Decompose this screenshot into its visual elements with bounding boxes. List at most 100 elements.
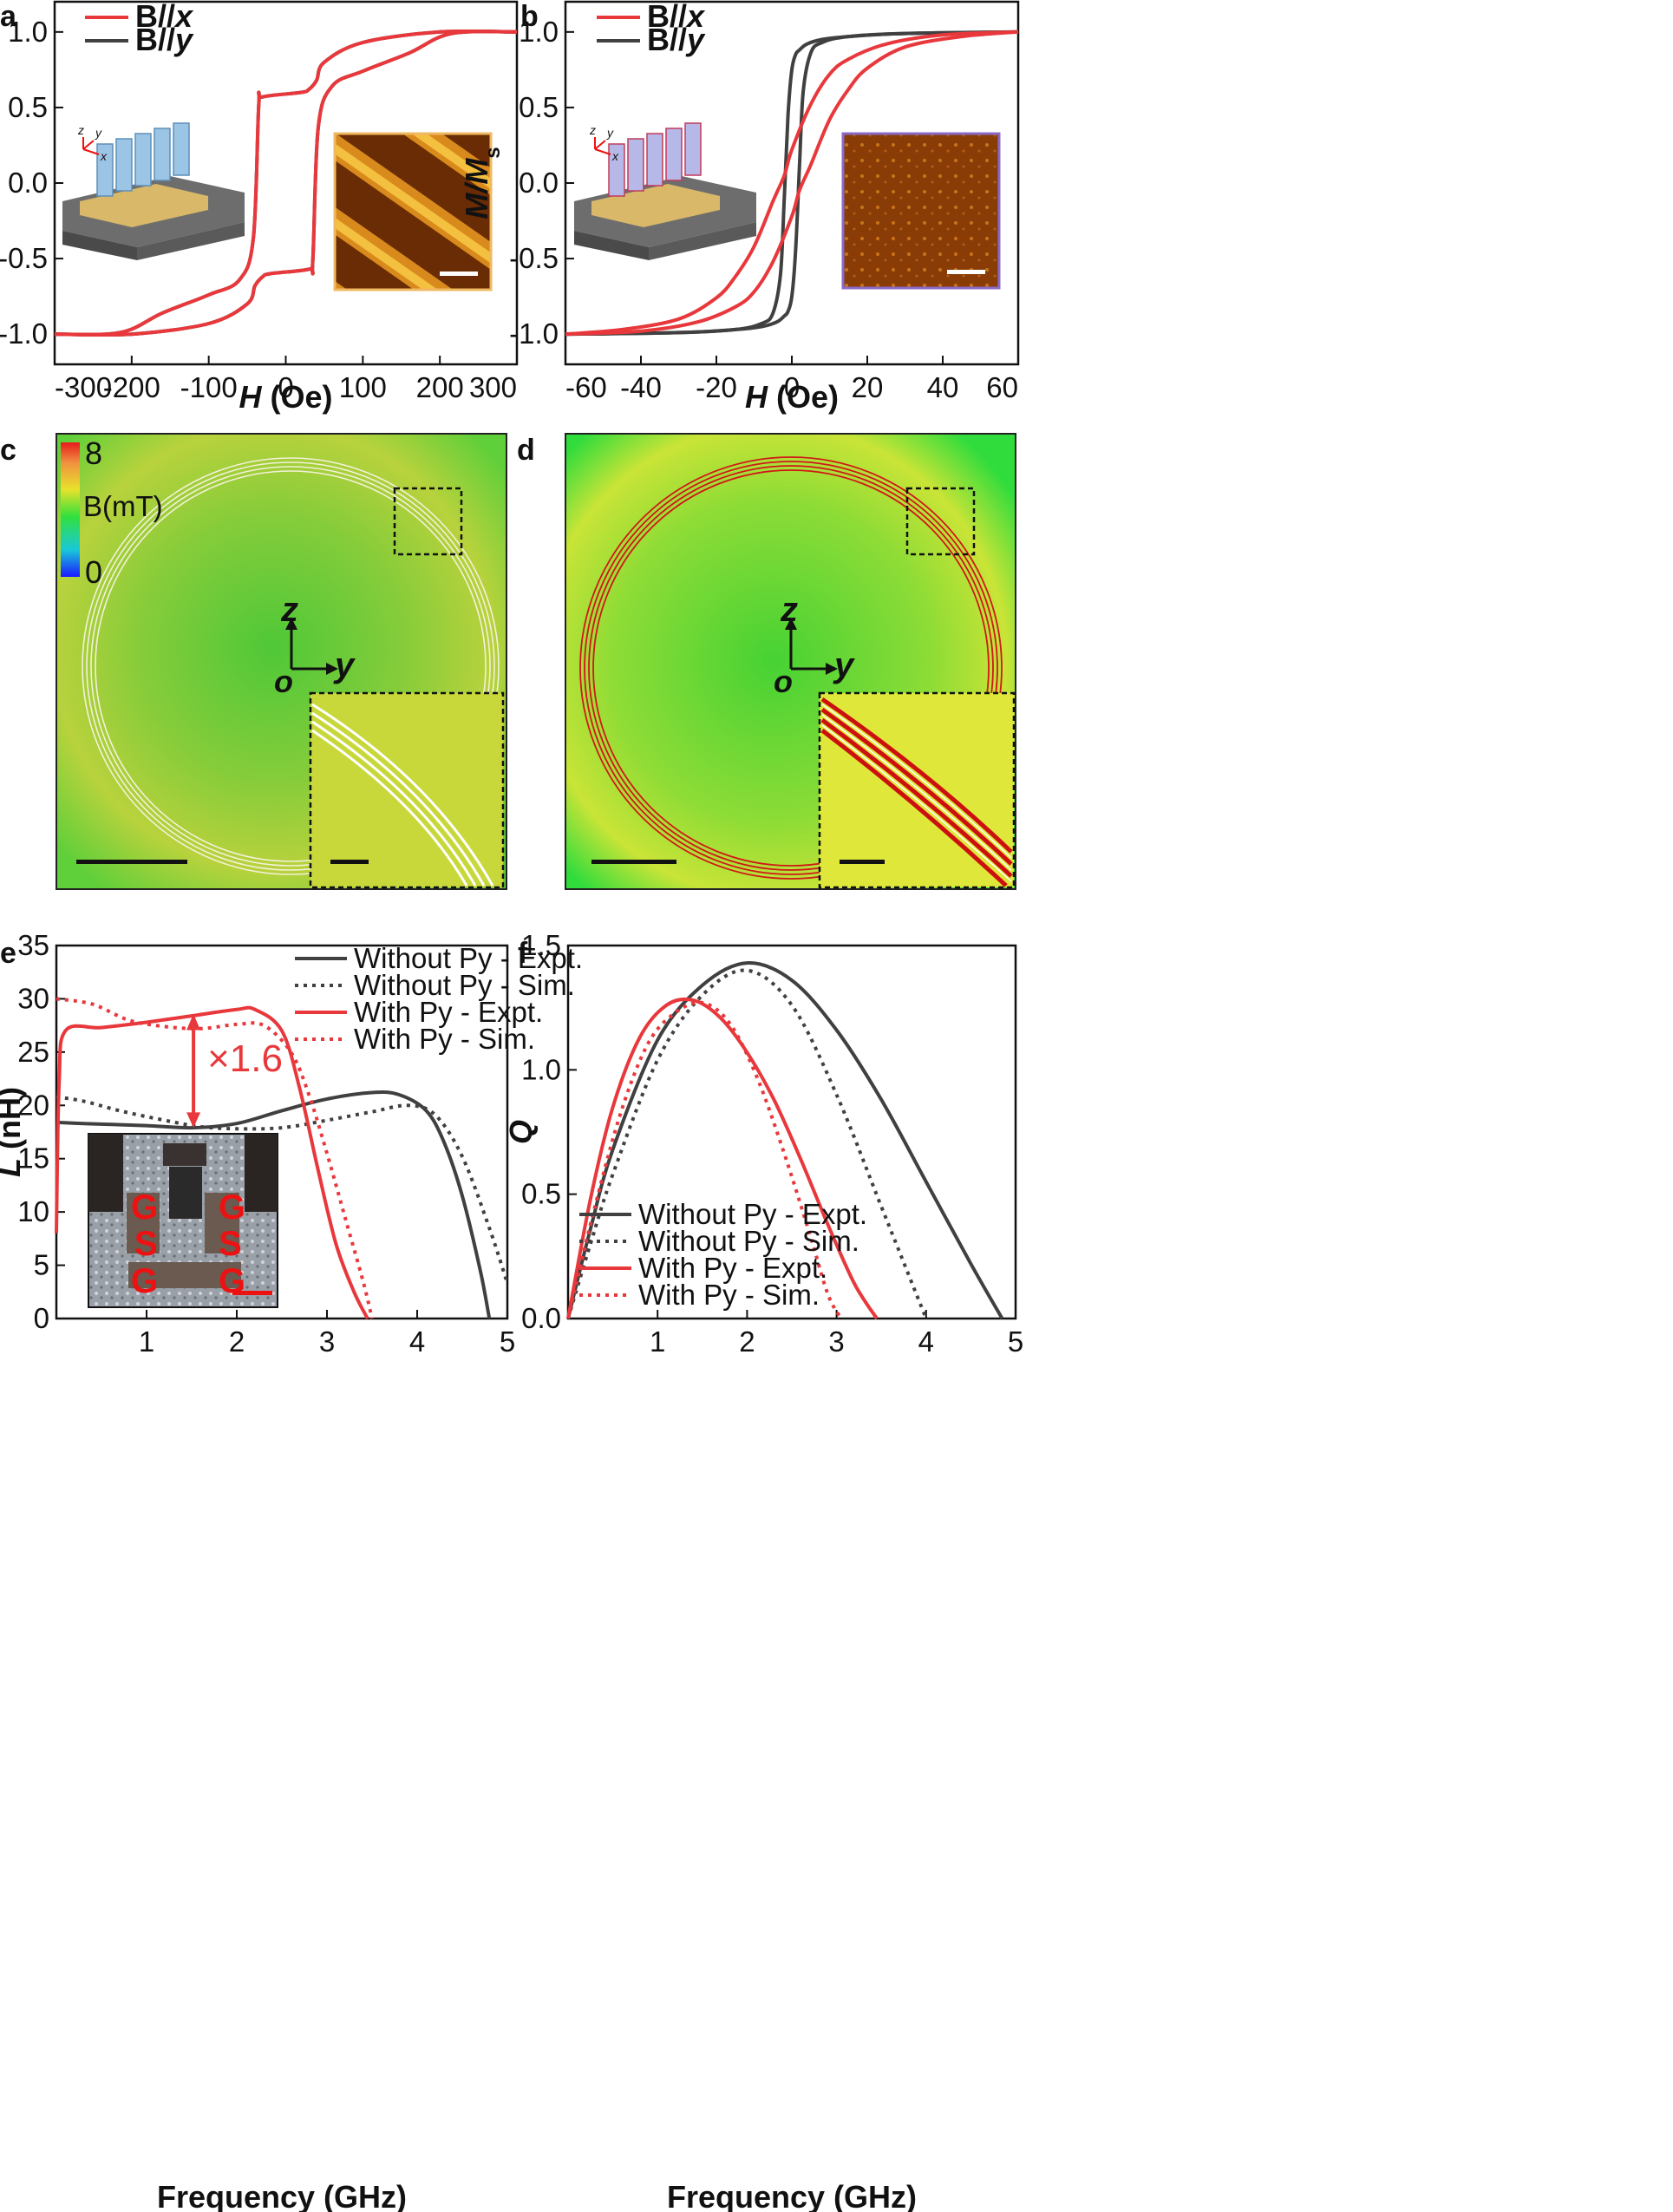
legend-label: Without Py - Sim. (638, 1225, 859, 1257)
x-tick-label: 5 (500, 1325, 515, 1358)
series-line (566, 1000, 843, 1320)
y-tick-label: 1.0 (8, 16, 48, 48)
y-tick-label: 1.0 (521, 1053, 561, 1085)
coil-rings-c (82, 457, 500, 875)
panel-letter-e: e (0, 937, 16, 970)
x-axis-label-var: H (239, 379, 262, 415)
y-axis-label-unit: (nH) (0, 1087, 27, 1158)
series-line (56, 1095, 509, 1285)
panel-d: d z y o (517, 433, 1016, 890)
y-tick-label: 0.5 (521, 1178, 561, 1210)
x-tick-label: 100 (339, 371, 387, 403)
legend-label: With Py - Sim. (354, 1023, 535, 1055)
ratio-arrowhead-top (186, 1013, 201, 1031)
axis-label-y: y (606, 126, 614, 140)
inset-terminal-label: G (219, 1188, 245, 1227)
coil-rings-d (579, 456, 1003, 880)
ratio-arrowhead-bottom (186, 1112, 201, 1129)
device-photo-inset (88, 1133, 278, 1308)
x-tick-label: -200 (103, 371, 160, 403)
x-axis-label: H (Oe) (239, 379, 332, 415)
x-tick-label: 300 (469, 371, 517, 403)
x-tick-label: 4 (918, 1325, 934, 1358)
y-tick-label: 0.0 (519, 167, 559, 199)
x-tick-label: 1 (139, 1325, 154, 1358)
inset-terminal-label: G (131, 1188, 158, 1227)
legend-var: x (173, 0, 194, 34)
device-illustration-a: z y x (62, 122, 245, 260)
series-line (56, 1090, 492, 1319)
y-tick-label: -1.0 (0, 317, 48, 350)
y-tick-label: 10 (17, 1195, 49, 1227)
inset-terminal-label: G (219, 1262, 245, 1300)
colorbar (61, 442, 80, 577)
x-tick-label: -300 (55, 371, 112, 403)
device-illustration-b: z y x (574, 122, 756, 260)
x-tick-label: 3 (319, 1325, 335, 1358)
inset-terminal-label: S (134, 1225, 158, 1263)
legend-prefix: B// (647, 22, 687, 57)
x-tick-label: 0 (278, 371, 293, 403)
scale-bar (76, 860, 187, 864)
x-tick-label: -100 (180, 371, 238, 403)
x-axis-label-unit: (Oe) (261, 379, 332, 415)
y-tick-label: 20 (17, 1089, 49, 1121)
y-tick-label: 0.5 (8, 91, 48, 123)
colorbar-min: 0 (85, 554, 102, 590)
axis-arrows-d (785, 618, 838, 675)
y-axis-label-sub: s (481, 147, 505, 158)
x-tick-label: 4 (409, 1325, 425, 1358)
x-tick-label: -20 (696, 371, 737, 403)
x-tick-label: 40 (927, 371, 959, 403)
axis-origin-label: o (774, 664, 793, 699)
zoom-region-box (905, 487, 976, 556)
series-line (56, 997, 374, 1319)
x-tick-label: 5 (1008, 1325, 1023, 1358)
hysteresis-plot-b: -60 -40 -20 0 20 40 60 -1.0 -0.5 0.0 0.5 1.0 H (Oe) M… (459, 0, 1019, 415)
colorbar-max: 8 (85, 435, 102, 471)
series-line (566, 997, 879, 1320)
panel-a: a z y x -300-200 -100 0 100 200 300 -1.0 -0.5 0.… (0, 0, 519, 415)
axis-origin-label: o (274, 664, 293, 699)
y-tick-label: 15 (17, 1142, 49, 1175)
y-axis-label: Q (503, 1120, 539, 1144)
y-tick-label: 30 (17, 982, 49, 1014)
afm-image-inset-b (841, 132, 1001, 290)
x-axis-label-var: H (745, 379, 768, 415)
series-line (566, 961, 1004, 1319)
legend-label: B//y (135, 22, 194, 57)
axis-label-x: x (100, 149, 108, 163)
legend-label: With Py - Sim. (638, 1279, 820, 1311)
x-axis-label: H (Oe) (745, 379, 839, 415)
scale-bar (840, 860, 885, 864)
inset-labels: G GS SG G (131, 1188, 245, 1300)
x-tick-label: 200 (416, 371, 464, 403)
x-tick-label: 60 (986, 371, 1018, 403)
panel-letter-c: c (0, 434, 16, 467)
scale-bar (330, 860, 369, 864)
x-tick-label: -60 (565, 371, 607, 403)
legend-label: With Py - Expt. (638, 1252, 827, 1284)
axis-label-z: z (589, 123, 596, 137)
y-tick-label: 1.5 (521, 929, 561, 961)
y-axis-label: M/Ms (459, 147, 505, 219)
inductance-plot: 1 2 3 4 5 0 5 10 15 20 25 30 35 Frequency (GHz) L (nH)… (0, 929, 583, 2212)
legend-var: y (685, 22, 706, 57)
afm-image-inset-a (333, 132, 493, 291)
series-line (565, 29, 1019, 337)
axis-label-y: y (95, 126, 102, 140)
x-axis-label: Frequency (GHz) (667, 2179, 917, 2212)
y-axis-label-main: M/M (459, 158, 494, 219)
x-tick-label: 3 (828, 1325, 844, 1358)
coil-lines-zoom-d (820, 697, 1013, 887)
plot-frame-f (566, 944, 1017, 1320)
panel-letter-d: d (517, 434, 535, 467)
x-tick-label: -40 (620, 371, 662, 403)
legend-var: y (173, 22, 194, 57)
axis-z-label: z (280, 591, 298, 629)
legend-prefix: B// (135, 0, 175, 34)
panel-letter-a: a (0, 0, 17, 33)
scale-bar (947, 270, 985, 274)
